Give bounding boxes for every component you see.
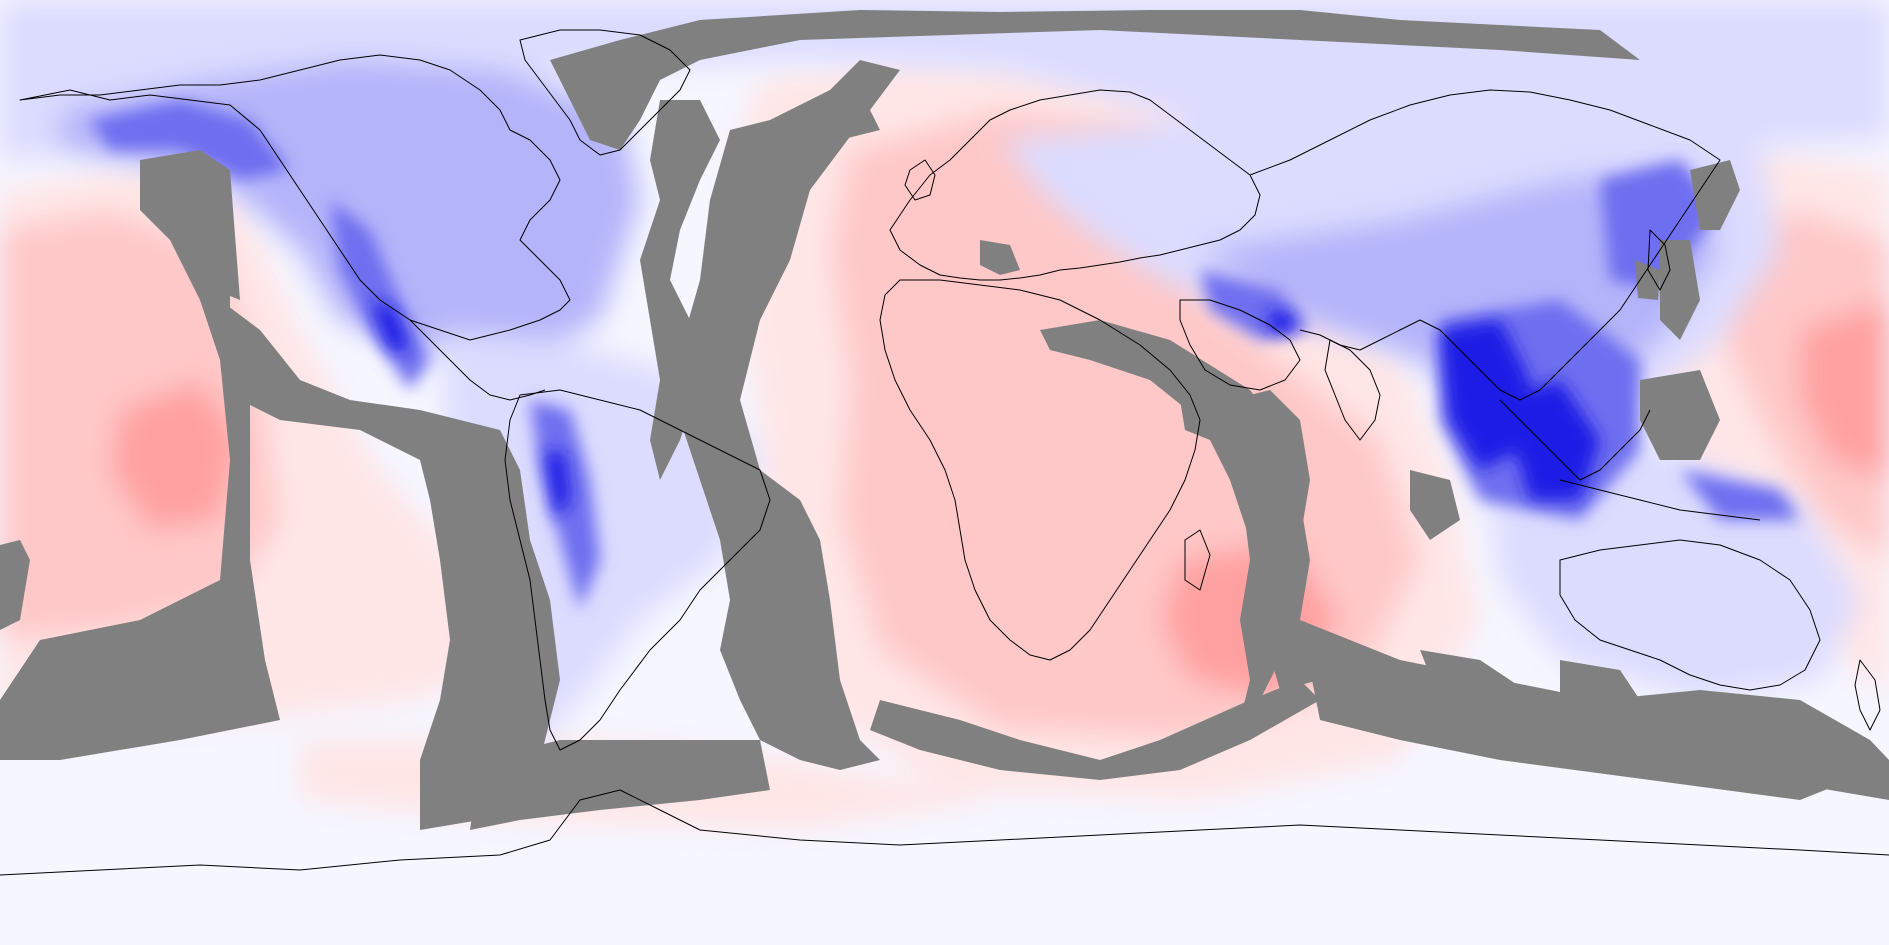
red-sea-mask xyxy=(1180,390,1240,440)
indian-ocean-mask-arc xyxy=(1040,320,1320,690)
kamchatka-mask xyxy=(1690,160,1740,230)
central-america-coastline xyxy=(409,319,546,401)
west-pacific-mask xyxy=(1640,370,1720,460)
madagascar-coastline xyxy=(1184,529,1211,591)
maritime-mask-1 xyxy=(1410,470,1460,540)
indochina-extreme xyxy=(1500,380,1600,500)
andes-extreme xyxy=(545,450,570,520)
extreme-negative-cores xyxy=(370,300,1600,520)
europe-coastline xyxy=(889,89,1261,281)
australia-coastline xyxy=(1559,539,1821,691)
philippine-sea-mask xyxy=(1660,240,1700,340)
antarctica-coastline xyxy=(0,789,1889,876)
east-asia-strong-negative xyxy=(1600,160,1720,290)
mid-atlantic-mask xyxy=(680,60,900,770)
alaska-strong-negative xyxy=(90,100,290,180)
north-atlantic-mask-island xyxy=(820,110,880,140)
south-atlantic-mask xyxy=(470,740,770,830)
coastlines xyxy=(0,29,1889,876)
se-asia-coastline xyxy=(1499,399,1651,481)
south-indian-east-mask xyxy=(1420,650,1540,720)
bay-of-bengal-extreme xyxy=(1440,320,1530,470)
pacific-positive-core xyxy=(110,380,240,530)
uk-coastline xyxy=(904,159,936,201)
mediterranean-mask xyxy=(980,240,1020,275)
south-america-coastline xyxy=(504,389,771,751)
asia-coastline xyxy=(1249,89,1721,401)
arabia-coastline xyxy=(1179,299,1301,391)
new-zealand-coastline xyxy=(1854,659,1881,731)
north-america-coastline xyxy=(19,54,571,341)
africa-coastline xyxy=(879,279,1201,661)
japan-sea-mask xyxy=(1635,260,1660,300)
southern-ocean-mask-atlantic xyxy=(870,680,1320,780)
new-guinea-strong-negative xyxy=(1680,470,1800,520)
east-pacific-mask xyxy=(0,165,560,830)
east-pacific-mask-south xyxy=(1560,660,1640,720)
australia-south-mask xyxy=(1600,690,1889,800)
masked-regions xyxy=(0,10,1889,830)
japan-coastline xyxy=(1647,229,1671,291)
south-pacific-mask-west xyxy=(0,540,30,630)
indonesia-coastline xyxy=(1559,479,1761,521)
west-atlantic-mask xyxy=(640,100,720,480)
greenland-coastline xyxy=(519,29,691,156)
north-pacific-mask xyxy=(140,150,240,300)
west-pacific-positive-core xyxy=(1800,300,1889,480)
india-coastline xyxy=(1324,339,1381,441)
mexico-extreme xyxy=(370,300,410,350)
